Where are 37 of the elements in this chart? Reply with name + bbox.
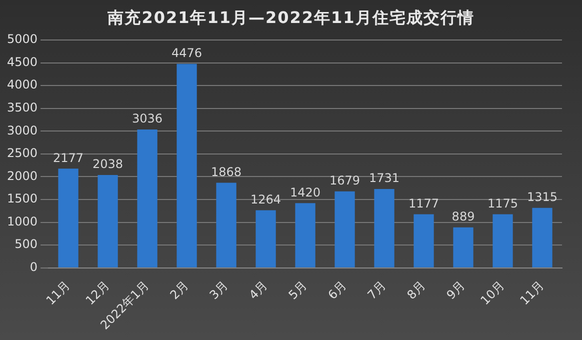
x-tick-label: 3月 bbox=[206, 278, 231, 302]
y-tick-label: 1000 bbox=[6, 214, 38, 228]
x-tick-label: 2月 bbox=[167, 278, 192, 302]
x-tick-label: 12月 bbox=[82, 278, 112, 308]
y-tick-label: 5000 bbox=[6, 32, 38, 46]
y-tick-label: 2000 bbox=[6, 168, 38, 183]
x-tick-label: 7月 bbox=[364, 278, 389, 302]
x-tick-label: 11月 bbox=[43, 278, 73, 308]
data-label: 3036 bbox=[132, 112, 163, 126]
y-tick-label: 4500 bbox=[6, 54, 38, 69]
y-tick-label: 4000 bbox=[6, 78, 38, 92]
data-label: 4476 bbox=[172, 46, 202, 60]
y-tick-label: 3500 bbox=[6, 100, 38, 114]
x-tick-label: 9月 bbox=[444, 278, 468, 302]
data-label: 1175 bbox=[487, 196, 518, 210]
x-tick-label: 10月 bbox=[478, 278, 508, 308]
y-tick-label: 2500 bbox=[6, 146, 38, 160]
data-label: 1264 bbox=[250, 192, 282, 206]
x-tick-label: 4月 bbox=[246, 278, 270, 302]
data-label: 1315 bbox=[526, 190, 558, 204]
y-tick-label: 0 bbox=[30, 260, 38, 274]
x-tick-label: 6月 bbox=[325, 278, 350, 302]
x-tick-label: 11月 bbox=[517, 278, 547, 308]
y-tick-label: 3000 bbox=[6, 123, 38, 138]
data-label: 2038 bbox=[92, 157, 124, 172]
data-label: 1177 bbox=[408, 196, 440, 210]
x-tick-label: 5月 bbox=[286, 278, 310, 302]
data-label: 1420 bbox=[290, 185, 321, 200]
data-label: 1679 bbox=[329, 173, 360, 188]
data-label: 1731 bbox=[368, 171, 400, 186]
x-tick-label: 8月 bbox=[404, 278, 428, 302]
y-tick-label: 500 bbox=[14, 237, 38, 252]
data-label: 889 bbox=[452, 209, 475, 224]
y-tick-label: 1500 bbox=[6, 192, 38, 206]
chart-title: 南充2021年11月—2022年11月住宅成交行情 bbox=[106, 8, 476, 29]
data-label: 1868 bbox=[211, 164, 242, 179]
data-label: 2177 bbox=[53, 150, 84, 165]
